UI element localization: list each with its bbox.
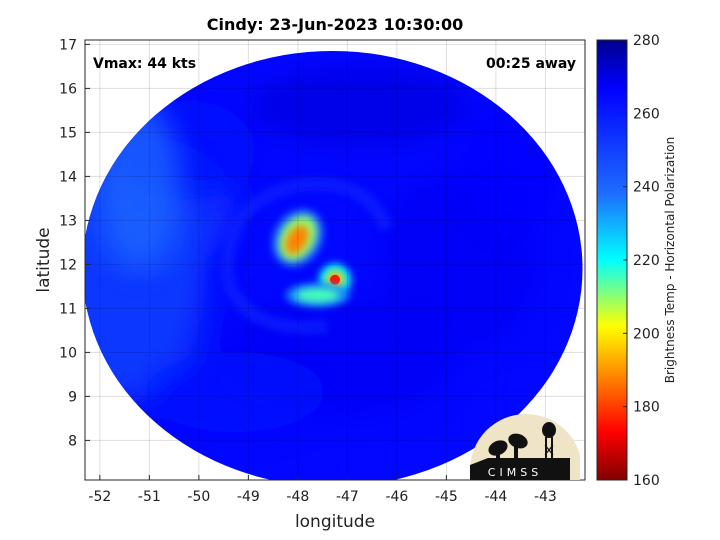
colorbar-tick-label: 280 (633, 33, 660, 49)
swath-layer (85, 50, 583, 480)
x-tick-label: -47 (336, 489, 359, 505)
chart-title: Cindy: 23-Jun-2023 10:30:00 (207, 15, 463, 34)
colorbar-tick-label: 160 (633, 473, 660, 489)
texture-patch-6 (145, 352, 325, 432)
y-tick-label: 10 (59, 345, 77, 361)
logo-dish-left (488, 440, 508, 456)
logo-dish-right (508, 433, 528, 449)
vmax-annotation: Vmax: 44 kts (93, 56, 196, 72)
x-tick-label: -45 (435, 489, 458, 505)
spiral-band (220, 177, 394, 335)
y-tick-label: 16 (59, 81, 77, 97)
y-axis-label: latitude (34, 227, 54, 292)
x-tick-label: -43 (534, 489, 557, 505)
cimss-logo: CIMSS (470, 414, 580, 480)
colorbar-label: Brightness Temp - Horizontal Polarizatio… (663, 137, 677, 384)
y-tick-label: 9 (68, 389, 77, 405)
colorbar-tick-label: 220 (633, 253, 660, 269)
x-tick-label: -49 (237, 489, 260, 505)
colorbar-tick-label: 260 (633, 106, 660, 122)
cold-core-north (285, 225, 309, 255)
y-tick-label: 17 (59, 37, 77, 53)
y-tick-label: 12 (59, 257, 77, 273)
y-axis-ticks: 17 16 15 14 13 12 11 10 9 8 (59, 37, 90, 449)
y-tick-label: 14 (59, 169, 77, 185)
x-axis-label: longitude (295, 512, 375, 532)
x-axis-ticks: -52 -51 -50 -49 -48 -47 -46 -45 -44 -43 (88, 475, 557, 505)
y-tick-label: 8 (68, 433, 77, 449)
colorbar-tick-label: 180 (633, 400, 660, 416)
x-tick-label: -48 (286, 489, 309, 505)
swath-texture (85, 66, 560, 432)
logo-water-tower (542, 422, 556, 438)
colorbar-tick-label: 200 (633, 326, 660, 342)
x-tick-label: -46 (385, 489, 408, 505)
x-tick-label: -50 (187, 489, 210, 505)
logo-text: CIMSS (488, 466, 542, 479)
colorbar-tick-label: 240 (633, 180, 660, 196)
x-tick-label: -51 (138, 489, 161, 505)
cold-core-south (330, 274, 340, 285)
colorbar-ticks: 280 260 240 220 200 180 160 (623, 33, 660, 489)
microwave-swath (85, 50, 583, 480)
y-tick-label: 11 (59, 301, 77, 317)
texture-patch-3 (250, 66, 470, 146)
x-tick-label: -52 (88, 489, 111, 505)
time-away-annotation: 00:25 away (486, 56, 576, 72)
grid (85, 40, 585, 480)
logo-building (470, 458, 570, 480)
y-tick-label: 13 (59, 213, 77, 229)
x-tick-label: -44 (484, 489, 507, 505)
warm-band-south (295, 288, 340, 303)
axes-box (84, 39, 586, 481)
colorbar (596, 39, 628, 481)
y-tick-label: 15 (59, 125, 77, 141)
